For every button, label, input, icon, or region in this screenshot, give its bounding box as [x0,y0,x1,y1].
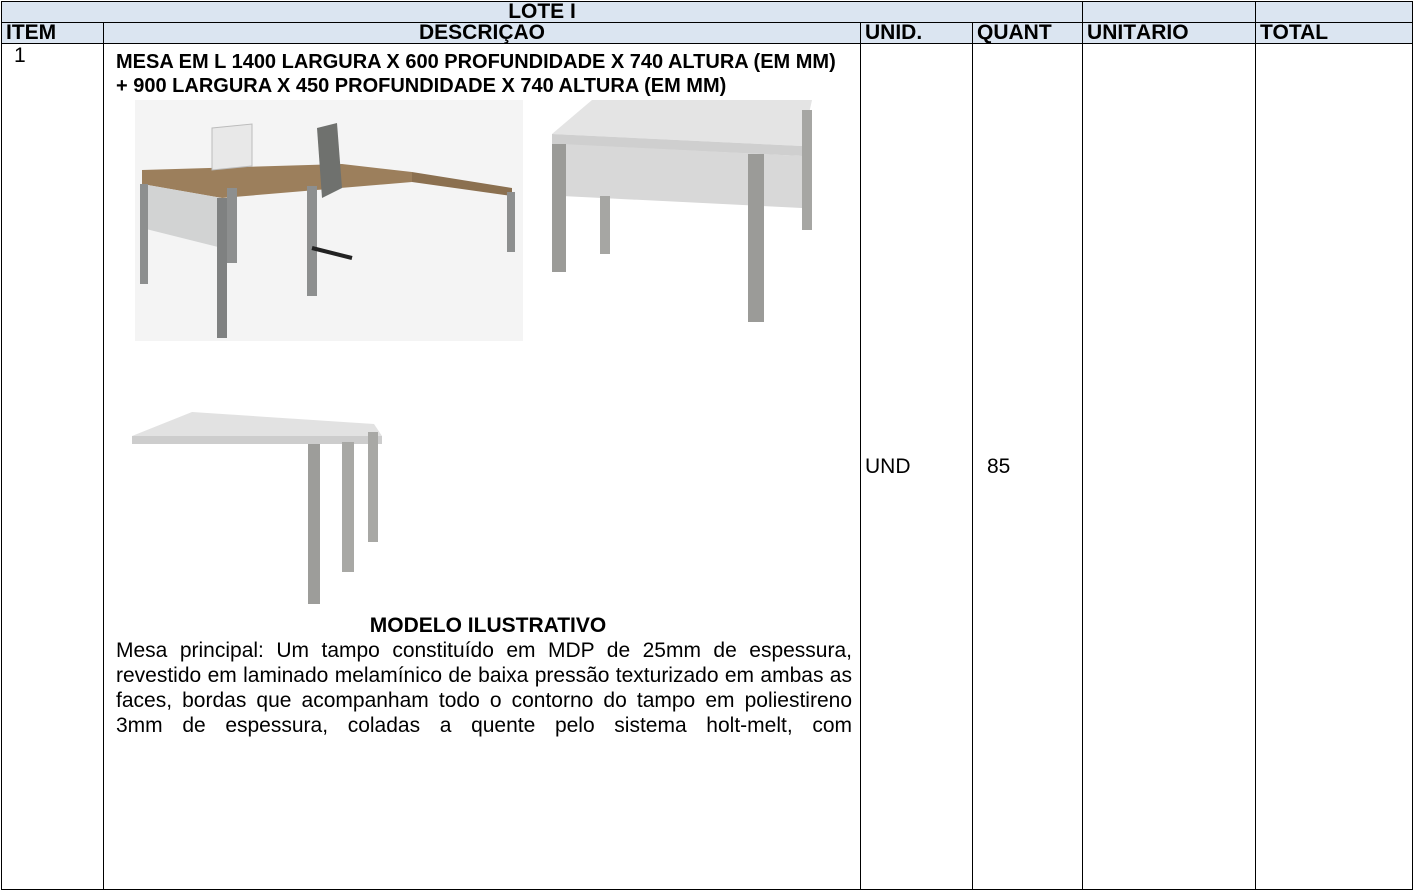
desk-top [552,100,812,146]
desk-top [412,172,512,196]
desk-leg [552,144,566,272]
item-row: 1 MESA EM L 1400 LARGURA X 600 PROFUNDID… [1,43,1414,890]
column-header: UNITÁRIO [1082,22,1257,44]
column-header: TOTAL [1255,22,1414,44]
laptop [211,123,253,171]
desk-leg [308,444,320,604]
column-header-row: ITEM DESCRIÇÃO UNID. QUANT UNITÁRIO TOTA… [1,22,1414,44]
desk-leg [217,198,227,338]
item-number: 1 [1,43,104,890]
desk-leg [600,196,610,254]
desk-leg [307,186,317,296]
column-header: DESCRIÇÃO [103,22,861,44]
column-header: UNID. [860,22,973,44]
desk-edge [132,436,382,444]
desk-edge [552,134,802,156]
modesty-panel [562,144,802,208]
column-header: ITEM [1,22,104,44]
empty-header [1082,1,1257,23]
desk-leg [507,192,515,252]
illustration [132,100,812,604]
desk-leg [342,442,354,572]
image-caption: MODELO ILUSTRATIVO [369,614,607,637]
group-header: LOTE I [0,1,1084,23]
quantity: 85 [971,43,1084,890]
modesty-panel [142,184,222,248]
desk-leg [802,110,812,230]
group-header-row: LOTE I [0,1,1414,23]
column-header: QUANT [971,22,1084,44]
desk-leg [227,188,237,263]
desk-top [132,412,382,436]
desk-top [142,164,412,198]
desk-leg [140,184,148,284]
item-description: Mesa principal: Um tampo constituído em … [116,639,852,737]
chair [317,123,342,198]
item-title: MESA EM L 1400 LARGURA X 600 PROFUNDIDAD… [116,51,836,97]
total-price [1255,43,1414,890]
description-cell: MESA EM L 1400 LARGURA X 600 PROFUNDIDAD… [103,43,861,890]
unit-price [1082,43,1257,890]
chair-base [311,246,353,260]
desk-leg [368,432,378,542]
empty-header [1255,1,1414,23]
desk-leg [748,154,764,322]
unit: UND [860,43,973,890]
